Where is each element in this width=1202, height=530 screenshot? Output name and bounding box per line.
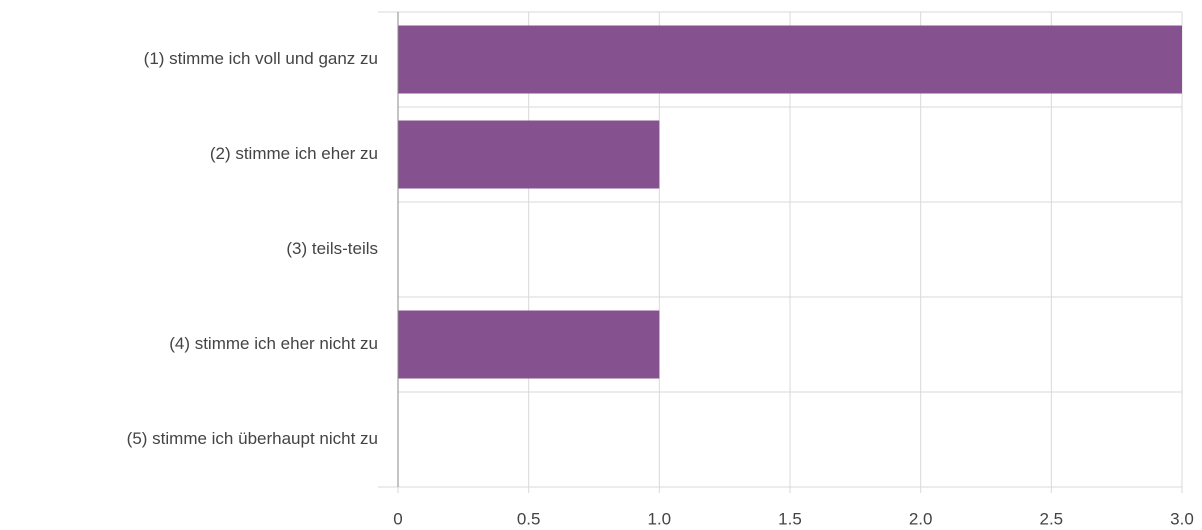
y-tick-label: (5) stimme ich überhaupt nicht zu bbox=[127, 429, 378, 448]
x-tick-label: 0 bbox=[393, 509, 402, 528]
x-tick-label: 1.5 bbox=[778, 509, 802, 528]
x-tick-label: 3.0 bbox=[1170, 509, 1194, 528]
y-tick-label: (2) stimme ich eher zu bbox=[210, 144, 378, 163]
bar bbox=[398, 120, 660, 189]
y-tick-label: (1) stimme ich voll und ganz zu bbox=[144, 49, 378, 68]
x-tick-label: 2.0 bbox=[909, 509, 933, 528]
y-tick-label: (3) teils-teils bbox=[286, 239, 378, 258]
y-tick-label: (4) stimme ich eher nicht zu bbox=[169, 334, 378, 353]
bar bbox=[398, 25, 1182, 94]
bar bbox=[398, 310, 660, 379]
x-tick-label: 2.5 bbox=[1040, 509, 1064, 528]
x-tick-label: 1.0 bbox=[648, 509, 672, 528]
x-tick-label: 0.5 bbox=[517, 509, 541, 528]
